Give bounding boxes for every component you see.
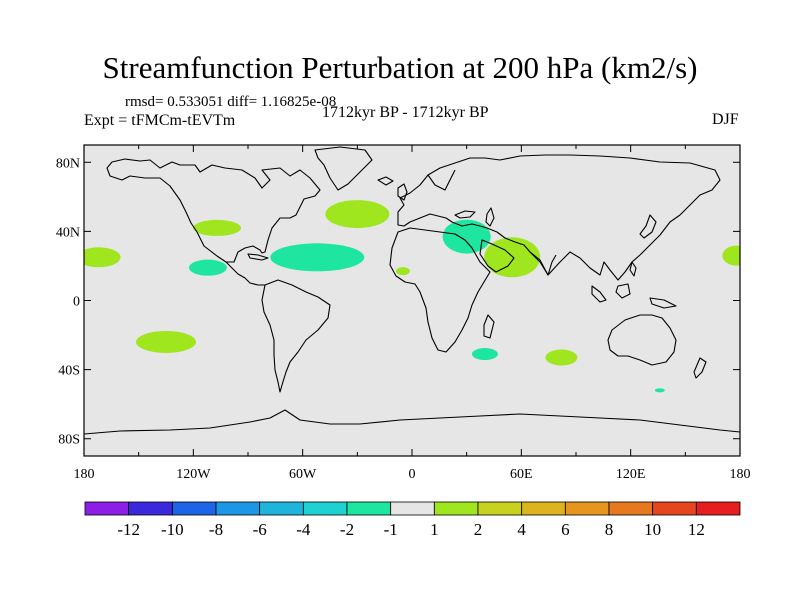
anomaly-layer xyxy=(84,200,740,393)
coast-africa xyxy=(389,227,491,353)
coast-japan xyxy=(639,214,657,239)
coast-caspian xyxy=(485,207,495,227)
experiment-label: Expt = tFMCm-tEVTm xyxy=(84,112,236,129)
coast-black-sea xyxy=(454,210,476,219)
map-ocean-background xyxy=(84,145,740,456)
anomaly-subtropical-atlantic-trough xyxy=(270,243,365,272)
coast-borneo xyxy=(615,283,631,299)
lat-label: 0 xyxy=(73,295,80,310)
colorbar-label: 1 xyxy=(430,520,439,539)
coast-scandinavia xyxy=(427,169,456,191)
colorbar-label: 4 xyxy=(517,520,526,539)
lon-label: 60E xyxy=(510,467,533,482)
colorbar-label: -12 xyxy=(117,520,140,539)
colorbar-swatch xyxy=(695,501,741,516)
colorbar-label: -4 xyxy=(296,520,311,539)
anomaly-indian-ocean-ridge xyxy=(545,349,578,366)
anomaly-n-atlantic-ridge xyxy=(325,200,390,229)
coast-iceland xyxy=(377,176,394,186)
colorbar-label: -8 xyxy=(209,520,223,539)
anomaly-west-pacific-ridge-west xyxy=(84,247,121,268)
lon-label: 180 xyxy=(74,467,95,482)
coast-south-america xyxy=(261,279,331,393)
coast-central-america xyxy=(225,261,265,286)
colorbar-label: 2 xyxy=(474,520,483,539)
coast-greenland xyxy=(314,146,373,191)
anomaly-south-australia-trough xyxy=(654,388,665,393)
plot-title: Streamfunction Perturbation at 200 hPa (… xyxy=(102,50,698,85)
lon-label: 120W xyxy=(176,467,211,482)
colorbar-swatch xyxy=(171,501,217,516)
anomaly-west-pacific-ridge-east xyxy=(722,245,740,266)
colorbar-swatch xyxy=(215,501,261,516)
lon-label: 120E xyxy=(616,467,646,482)
colorbar-swatch xyxy=(346,501,392,516)
season-label: DJF xyxy=(712,111,739,128)
lat-label: 80S xyxy=(58,433,80,448)
colorbar-swatch xyxy=(433,501,479,516)
colorbar-label: 10 xyxy=(644,520,661,539)
lon-label: 0 xyxy=(409,467,416,482)
coast-british-isles xyxy=(397,183,408,201)
lat-label: 40N xyxy=(56,225,80,240)
coast-sumatra xyxy=(591,285,607,303)
coast-australia xyxy=(607,314,677,366)
lat-label: 80N xyxy=(56,156,80,171)
colorbar-swatch xyxy=(564,501,610,516)
period-label: 1712kyr BP - 1712kyr BP xyxy=(322,104,489,121)
lon-label: 180 xyxy=(730,467,751,482)
coast-eurasia xyxy=(397,154,721,281)
coastlines xyxy=(84,146,740,435)
coast-north-america xyxy=(106,158,321,263)
axis-ticks xyxy=(83,145,741,456)
lon-label: 60W xyxy=(289,467,317,482)
anomaly-south-pacific-ridge xyxy=(136,330,196,353)
colorbar-label: -6 xyxy=(253,520,267,539)
axis-labels: 80N 40N 0 40S 80S 180 120W 60W 0 60E 120E 180 xyxy=(56,156,751,482)
colorbar-swatch xyxy=(84,501,130,516)
colorbar-swatch xyxy=(259,501,304,516)
stats-line: rmsd= 0.533051 diff= 1.16825e-08 xyxy=(125,94,337,110)
coast-cuba xyxy=(247,253,269,261)
colorbar-swatch xyxy=(608,501,654,516)
colorbar-label: -10 xyxy=(161,520,184,539)
colorbar-label: 8 xyxy=(605,520,614,539)
anomaly-arabian-ridge xyxy=(484,237,541,278)
anomaly-mozambique-trough xyxy=(471,348,498,361)
colorbar-label: 6 xyxy=(561,520,570,539)
colorbar-swatch xyxy=(477,501,523,516)
anomaly-mediterranean-trough xyxy=(442,219,491,254)
colorbar-swatch xyxy=(128,501,173,516)
coast-madagascar xyxy=(483,314,495,339)
anomaly-small-africa-ridge xyxy=(395,267,410,276)
anomaly-n-america-ridge xyxy=(193,219,242,236)
colorbar: -12 -10 -8 -6 -4 -2 -1 1 2 4 6 8 10 12 xyxy=(84,501,741,539)
colorbar-swatch xyxy=(302,501,348,516)
colorbar-swatch xyxy=(652,501,697,516)
coast-new-zealand xyxy=(693,357,707,379)
coast-antarctica xyxy=(84,409,740,435)
coast-india xyxy=(529,251,557,276)
colorbar-label: -2 xyxy=(340,520,354,539)
colorbar-label: 12 xyxy=(688,520,705,539)
coast-philippines xyxy=(629,261,637,277)
colorbar-swatch xyxy=(390,501,435,516)
coast-arabia xyxy=(479,239,515,273)
colorbar-swatch xyxy=(521,501,566,516)
anomaly-east-pacific-trough xyxy=(188,259,227,276)
coast-new-guinea xyxy=(649,297,677,309)
colorbar-label: -1 xyxy=(384,520,398,539)
lat-label: 40S xyxy=(58,364,80,379)
